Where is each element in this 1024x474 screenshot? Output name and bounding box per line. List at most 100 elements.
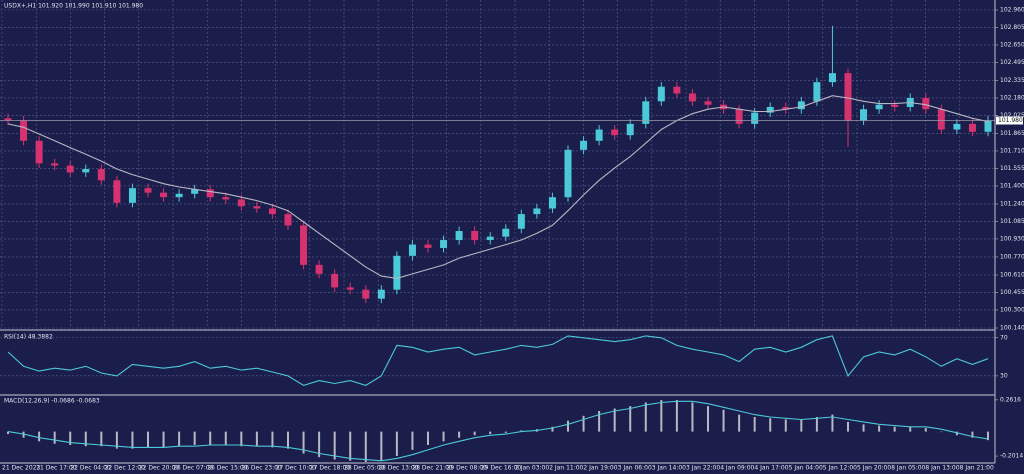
- rsi-line: [7, 335, 989, 386]
- y-tick-label: 100.770: [1000, 253, 1024, 260]
- candle-body: [408, 244, 416, 256]
- macd-bar: [551, 426, 554, 432]
- macd-bar: [613, 408, 616, 432]
- macd-bar: [209, 431, 212, 445]
- y-tick-label: 30: [1000, 372, 1008, 379]
- y-tick-label: 102.025: [1000, 112, 1024, 119]
- x-tick-label: 29 Dec 08:00: [447, 465, 488, 472]
- y-tick-label: 101.085: [1000, 218, 1024, 225]
- candle-body: [797, 101, 805, 110]
- x-tick-label: 2 Jan 19:00: [583, 465, 617, 472]
- candle-body: [97, 169, 105, 181]
- x-tick-label: 5 Jan 20:00: [857, 465, 891, 472]
- macd-bar: [691, 402, 694, 432]
- macd-bar: [22, 431, 25, 438]
- macd-bar: [815, 417, 818, 432]
- macd-bar: [909, 426, 912, 432]
- signal-line: [7, 400, 989, 462]
- candle-body: [937, 109, 945, 130]
- x-tick-label: 28 Dec 13:00: [378, 465, 419, 472]
- candle-body: [782, 106, 790, 110]
- candle-body: [268, 208, 276, 215]
- candle-body: [517, 214, 525, 229]
- candle-body: [828, 73, 836, 83]
- candle-body: [424, 244, 432, 248]
- rsi-title: RSI(14) 48.3882: [4, 334, 53, 341]
- macd-bar: [178, 431, 181, 447]
- x-tick-label: 29 Dec 16:00: [481, 465, 522, 472]
- macd-bar: [800, 419, 803, 432]
- macd-bar: [458, 431, 461, 438]
- y-tick-label: 100.140: [1000, 325, 1024, 332]
- macd-bar: [660, 400, 663, 432]
- y-tick-label: 102.180: [1000, 94, 1024, 101]
- candle-body: [315, 264, 323, 274]
- candle-body: [144, 188, 152, 193]
- x-tick-label: 5 Jan 04:00: [789, 465, 823, 472]
- candle-body: [486, 236, 494, 241]
- macd-bar: [940, 431, 943, 433]
- macd-bar: [722, 409, 725, 432]
- macd-bar: [675, 400, 678, 432]
- candle-body: [377, 289, 385, 299]
- candle-body: [362, 289, 370, 299]
- candle-body: [595, 129, 603, 141]
- macd-bar: [318, 431, 321, 458]
- macd-bar: [955, 431, 958, 436]
- x-tick-label: 28 Dec 05:00: [344, 465, 385, 472]
- macd-bar: [504, 431, 507, 433]
- y-tick-label: 100.455: [1000, 289, 1024, 296]
- x-tick-label: 22 Dec 12:00: [105, 465, 146, 472]
- macd-bar: [255, 431, 258, 447]
- x-tick-label: 8 Jan 21:00: [960, 465, 994, 472]
- candle-body: [191, 189, 199, 194]
- macd-bar: [893, 426, 896, 432]
- macd-bar: [427, 431, 429, 445]
- macd-bar: [271, 431, 274, 448]
- macd-bar: [287, 431, 289, 449]
- x-tick-label: 3 Jan 06:00: [618, 465, 652, 472]
- candle-body: [4, 118, 12, 121]
- candle-body: [300, 225, 308, 265]
- candle-body: [160, 192, 168, 198]
- candle-body: [206, 189, 214, 198]
- macd-bar: [84, 431, 87, 447]
- y-tick-label: 0.2616: [1000, 396, 1021, 403]
- macd-title: MACD(12,26,9) -0.0686 -0.0683: [4, 398, 100, 405]
- y-tick-label: 101.710: [1000, 147, 1024, 154]
- macd-bar: [53, 431, 56, 444]
- candle-body: [611, 129, 619, 136]
- x-tick-label: 26 Dec 15:00: [207, 465, 248, 472]
- x-tick-label: 3 Jan 22:00: [686, 465, 720, 472]
- macd-bar: [598, 410, 601, 432]
- macd-bar: [240, 431, 243, 447]
- y-tick-label: 100.930: [1000, 235, 1024, 242]
- macd-bar: [411, 431, 414, 450]
- candle-body: [984, 120, 992, 132]
- x-tick-label: 8 Jan 13:00: [925, 465, 959, 472]
- moving-average: [7, 95, 989, 279]
- macd-bar: [878, 425, 881, 432]
- candle-body: [222, 197, 230, 200]
- candle-body: [953, 123, 961, 130]
- candle-body: [455, 231, 463, 241]
- macd-bar: [520, 430, 523, 432]
- macd-bar: [115, 431, 118, 449]
- candle-body: [766, 106, 774, 113]
- y-tick-label: -0.2014: [1000, 453, 1023, 460]
- x-tick-label: 27 Dec 18:00: [310, 465, 351, 472]
- macd-bar: [473, 431, 476, 436]
- candle-body: [284, 214, 292, 226]
- macd-bar: [349, 431, 352, 461]
- candle-body: [548, 197, 556, 209]
- candle-body: [175, 193, 183, 198]
- candle-body: [66, 165, 74, 173]
- macd-bar: [333, 431, 336, 460]
- macd-bar: [38, 431, 41, 442]
- last-price-box: [996, 116, 1023, 125]
- candle-body: [393, 255, 401, 290]
- macd-bar: [582, 415, 585, 432]
